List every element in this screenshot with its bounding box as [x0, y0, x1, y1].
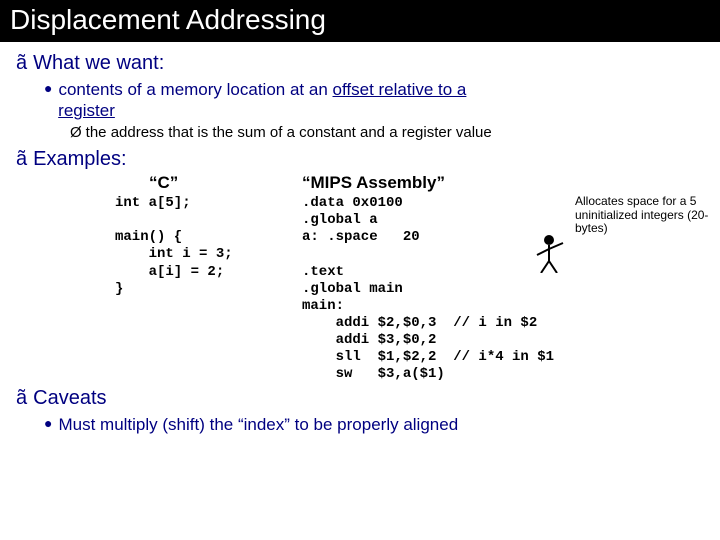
examples-columns: “C” int a[5]; main() { int i = 3; a[i] =… — [10, 173, 710, 383]
item-u2: register — [58, 101, 115, 120]
tri-icon: Ø — [70, 124, 82, 141]
c-code: int a[5]; main() { int i = 3; a[i] = 2; … — [115, 195, 310, 297]
bullet-icon: ã — [16, 52, 27, 74]
item-u1: offset relative to a — [333, 80, 467, 99]
disc-icon: ● — [44, 80, 52, 96]
subitem-address: Øthe address that is the sum of a consta… — [70, 124, 710, 143]
disc-icon: ● — [44, 415, 52, 431]
item-contents: ● contents of a memory location at an off… — [44, 79, 710, 122]
bullet-icon: ã — [16, 387, 27, 409]
heading-examples: ã Examples: — [16, 148, 710, 171]
mips-label: “MIPS Assembly” — [302, 173, 552, 193]
title-bar: Displacement Addressing — [0, 0, 720, 42]
column-mips: “MIPS Assembly” .data 0x0100 .global a a… — [302, 173, 552, 383]
heading-text: Examples: — [33, 148, 126, 170]
heading-text: Caveats — [33, 387, 106, 409]
mips-code: .data 0x0100 .global a a: .space 20 .tex… — [302, 195, 552, 383]
caveat-text: Must multiply (shift) the “index” to be … — [58, 415, 458, 434]
subitem-text: the address that is the sum of a constan… — [86, 124, 492, 141]
slide-content: ã What we want: ● contents of a memory loc… — [0, 42, 720, 441]
c-label: “C” — [115, 173, 310, 193]
person-pointing-icon — [535, 233, 569, 280]
bullet-icon: ã — [16, 148, 27, 170]
heading-what-we-want: ã What we want: — [16, 52, 710, 75]
item-caveat: ● Must multiply (shift) the “index” to be… — [44, 414, 710, 435]
column-c: “C” int a[5]; main() { int i = 3; a[i] =… — [10, 173, 310, 383]
item-pre: contents of a memory location at an — [58, 80, 332, 99]
heading-caveats: ã Caveats — [16, 387, 710, 410]
slide-title: Displacement Addressing — [10, 4, 326, 35]
annotation-allocates: Allocates space for a 5 uninitialized in… — [575, 195, 720, 235]
heading-text: What we want: — [33, 52, 164, 74]
